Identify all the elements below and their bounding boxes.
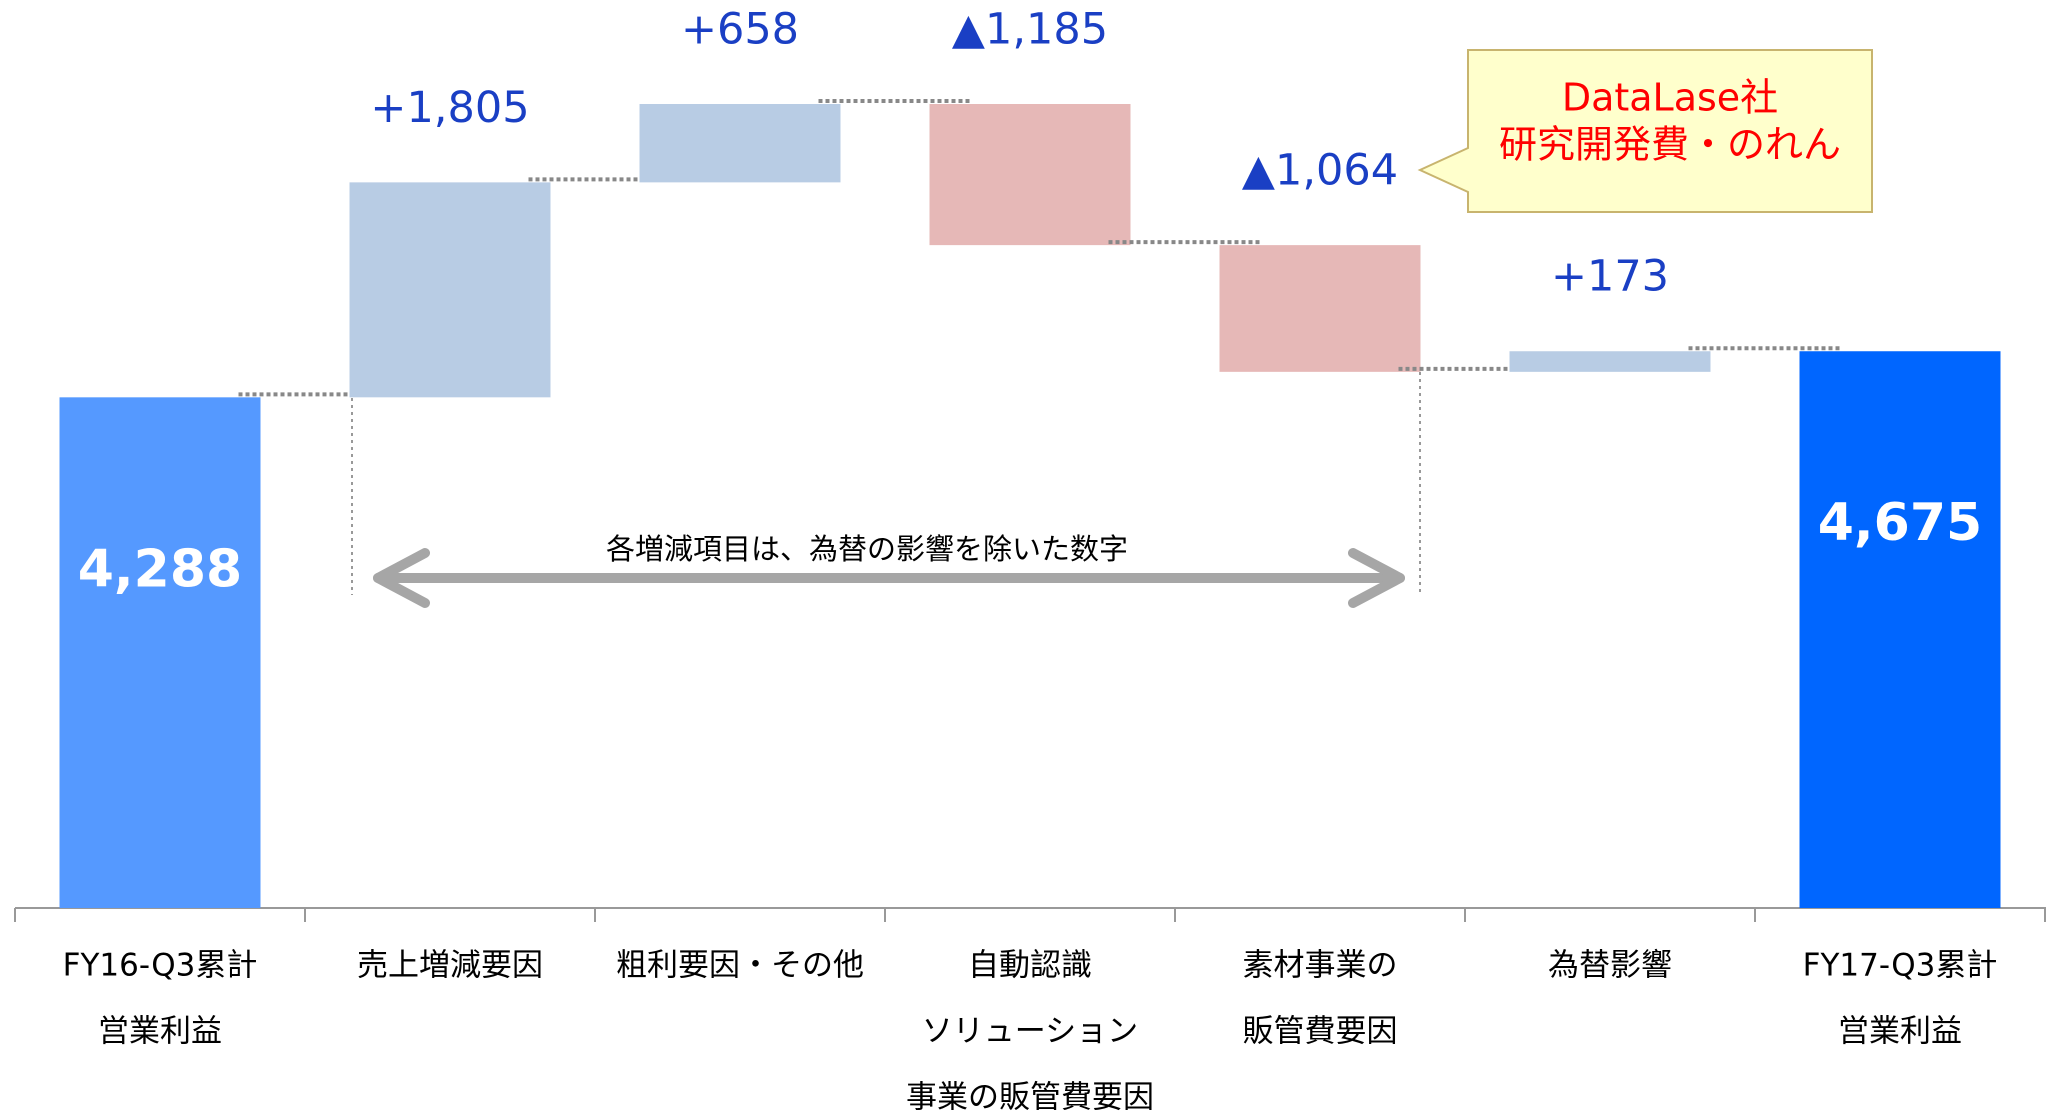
x-tick-label: 素材事業の <box>1243 948 1398 984</box>
x-tick-label: 営業利益 <box>98 1014 222 1050</box>
x-tick-label: 自動認識 <box>968 948 1092 984</box>
bar <box>929 104 1131 246</box>
callout <box>1417 49 1873 213</box>
bar <box>1219 245 1421 372</box>
value-label: 4,288 <box>78 539 242 599</box>
bar <box>1509 351 1711 372</box>
value-label: ▲1,064 <box>1242 146 1398 196</box>
x-tick-label: FY17-Q3累計 <box>1803 948 1998 984</box>
bar <box>349 182 551 398</box>
value-label: ▲1,185 <box>952 5 1108 55</box>
bar <box>59 397 261 908</box>
value-label: 4,675 <box>1818 493 1982 553</box>
value-label: +173 <box>1551 252 1669 302</box>
bar <box>639 104 841 183</box>
x-tick-label: ソリューション <box>922 1014 1138 1050</box>
x-tick-label: FY16-Q3累計 <box>63 948 258 984</box>
value-label: +658 <box>681 5 799 55</box>
x-tick-label: 事業の販管費要因 <box>906 1080 1154 1116</box>
callout-text: 研究開発費・のれん <box>1499 123 1841 167</box>
value-label: +1,805 <box>370 83 529 133</box>
bar <box>1799 351 2001 908</box>
x-tick-label: 売上増減要因 <box>357 948 543 984</box>
x-tick-label: 為替影響 <box>1548 948 1672 984</box>
x-tick-label: 販管費要因 <box>1243 1014 1398 1050</box>
x-tick-label: 営業利益 <box>1838 1014 1962 1050</box>
x-tick-label: 粗利要因・その他 <box>616 948 864 984</box>
note: 各増減項目は、為替の影響を除いた数字 <box>606 532 1128 566</box>
callout-text: DataLase社 <box>1562 76 1778 120</box>
range-arrow <box>373 548 1405 608</box>
